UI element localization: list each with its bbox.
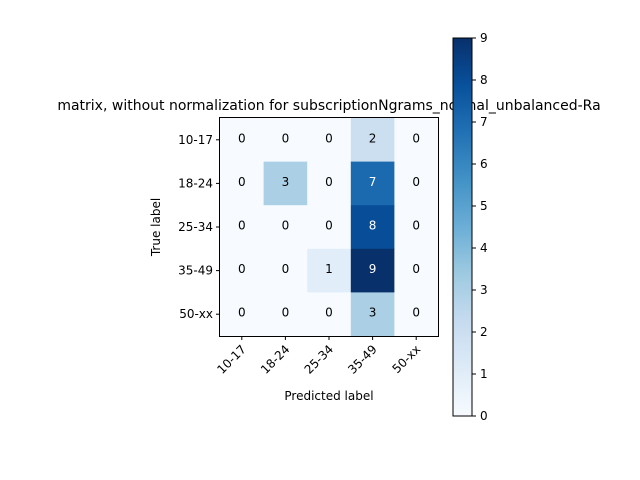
x-axis-ticks: 10-17 18-24 25-34 35-49 50-xx [214, 336, 423, 377]
heatmap-cell-1-4 [394, 161, 439, 206]
heatmap-cells [220, 118, 439, 337]
cell-value-label: 0 [412, 175, 420, 189]
cell-value-label: 0 [238, 262, 246, 276]
colorbar-tick-label: 5 [480, 199, 488, 213]
x-tick-label: 35-49 [345, 342, 380, 377]
cell-value-label: 0 [282, 262, 290, 276]
x-tick-label: 10-17 [214, 342, 249, 377]
heatmap-cell-2-2 [307, 205, 352, 250]
cell-value-label: 0 [325, 306, 333, 320]
colorbar-tick-label: 8 [480, 73, 488, 87]
heatmap-cell-4-1 [263, 292, 308, 337]
cell-value-label: 3 [282, 175, 290, 189]
heatmap-cell-0-0 [220, 118, 265, 163]
heatmap-cell-labels: 0 0 0 2 0 0 3 0 7 0 0 0 0 8 0 0 0 1 9 0 0 0 0 3 0 [238, 131, 420, 319]
cell-value-label: 1 [325, 262, 333, 276]
cell-value-label: 2 [369, 131, 377, 145]
cell-value-label: 0 [282, 131, 290, 145]
cell-value-label: 8 [369, 219, 377, 233]
cell-value-label: 0 [412, 306, 420, 320]
heatmap-cell-4-4 [394, 292, 439, 337]
y-tick-label: 18-24 [178, 176, 213, 190]
colorbar-tick-label: 3 [480, 283, 488, 297]
heatmap-cell-0-2 [307, 118, 352, 163]
colorbar [452, 37, 473, 417]
heatmap-cell-4-0 [220, 292, 265, 337]
heatmap-cell-2-0 [220, 205, 265, 250]
y-tick-label: 35-49 [178, 264, 213, 278]
heatmap-cell-3-3 [350, 248, 395, 293]
x-tick-label: 25-34 [302, 342, 337, 377]
y-tick-label: 10-17 [178, 133, 213, 147]
colorbar-ticks: 0 1 2 3 4 5 6 7 8 9 [472, 31, 488, 423]
heatmap-cell-3-4 [394, 248, 439, 293]
y-axis-ticks: 10-17 18-24 25-34 35-49 50-xx [178, 133, 220, 321]
heatmap-cell-0-1 [263, 118, 308, 163]
cell-value-label: 7 [369, 175, 377, 189]
cell-value-label: 0 [282, 219, 290, 233]
cell-value-label: 0 [238, 219, 246, 233]
heatmap-cell-0-4 [394, 118, 439, 163]
heatmap-cell-2-1 [263, 205, 308, 250]
heatmap-cell-1-2 [307, 161, 352, 206]
cell-value-label: 9 [369, 262, 377, 276]
colorbar-tick-label: 1 [480, 367, 488, 381]
cell-value-label: 0 [238, 175, 246, 189]
colorbar-tick-label: 2 [480, 325, 488, 339]
heatmap-cell-1-1 [263, 161, 308, 206]
heatmap-cell-3-0 [220, 248, 265, 293]
y-tick-label: 25-34 [178, 220, 213, 234]
cell-value-label: 0 [238, 306, 246, 320]
y-axis-label: True label [149, 198, 163, 257]
cell-value-label: 3 [369, 306, 377, 320]
colorbar-tick-label: 6 [480, 157, 488, 171]
heatmap-cell-3-2 [307, 248, 352, 293]
cell-value-label: 0 [238, 131, 246, 145]
cell-value-label: 0 [325, 219, 333, 233]
cell-value-label: 0 [325, 131, 333, 145]
y-tick-label: 50-xx [179, 307, 213, 321]
x-tick-label: 18-24 [258, 342, 293, 377]
cell-value-label: 0 [325, 175, 333, 189]
x-axis-label: Predicted label [284, 389, 373, 403]
heatmap-cell-1-3 [350, 161, 395, 206]
colorbar-tick-label: 7 [480, 115, 488, 129]
heatmap-cell-3-1 [263, 248, 308, 293]
heatmap-cell-4-2 [307, 292, 352, 337]
cell-value-label: 0 [412, 131, 420, 145]
colorbar-tick-label: 9 [480, 31, 488, 45]
heatmap-cell-2-4 [394, 205, 439, 250]
colorbar-tick-label: 0 [480, 409, 488, 423]
chart-title: matrix, without normalization for subscr… [57, 98, 600, 114]
heatmap-cell-4-3 [350, 292, 395, 337]
x-tick-label: 50-xx [390, 342, 424, 376]
cell-value-label: 0 [412, 262, 420, 276]
cell-value-label: 0 [412, 219, 420, 233]
cell-value-label: 0 [282, 306, 290, 320]
colorbar-tick-label: 4 [480, 241, 488, 255]
heatmap-cell-2-3 [350, 205, 395, 250]
heatmap-cell-1-0 [220, 161, 265, 206]
heatmap-cell-0-3 [350, 118, 395, 163]
